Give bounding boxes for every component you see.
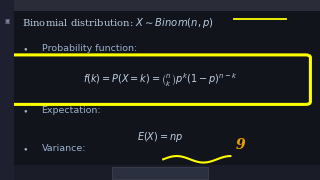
Text: $V(X) = np(1-p)$: $V(X) = np(1-p)$ — [121, 168, 199, 180]
Text: $E(X) = np$: $E(X) = np$ — [137, 130, 183, 145]
Text: Variance:: Variance: — [42, 144, 86, 153]
Text: 9: 9 — [235, 138, 245, 152]
Bar — [0, 0, 320, 11]
Text: $\bullet$: $\bullet$ — [22, 44, 28, 53]
Text: $f(k) = P(X = k) = \binom{n}{k}p^k(1-p)^{n-k}$: $f(k) = P(X = k) = \binom{n}{k}p^k(1-p)^… — [83, 71, 237, 89]
Text: ▣: ▣ — [4, 19, 10, 24]
Bar — [112, 166, 208, 179]
Text: Binomial distribution: $X \sim Binom(n, p)$: Binomial distribution: $X \sim Binom(n, … — [22, 16, 214, 30]
Text: $\bullet$: $\bullet$ — [22, 106, 28, 115]
Text: Probability function:: Probability function: — [42, 44, 137, 53]
Bar — [14, 165, 320, 180]
Text: $\bullet$: $\bullet$ — [22, 144, 28, 153]
Bar — [0, 0, 14, 180]
Text: Expectation:: Expectation: — [42, 106, 101, 115]
